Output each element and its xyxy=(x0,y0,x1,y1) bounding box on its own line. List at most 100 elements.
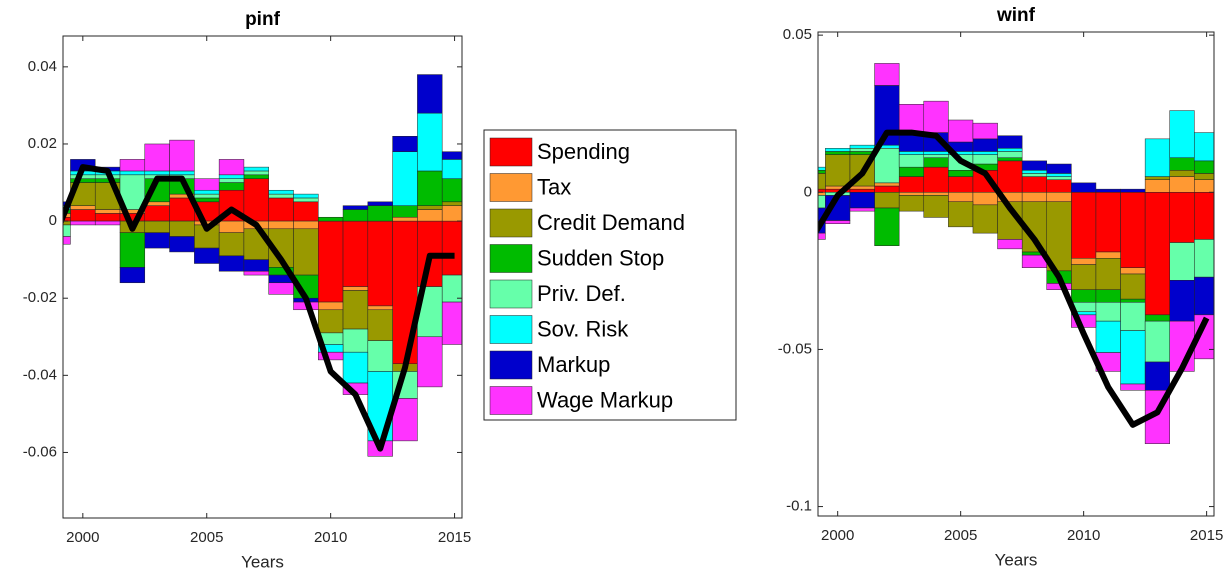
bar-segment xyxy=(923,195,949,218)
x-axis-label: Years xyxy=(241,552,284,571)
bar-segment xyxy=(318,301,344,311)
bar-segment xyxy=(417,336,443,388)
bar-segment xyxy=(1194,160,1214,174)
legend-label: Sov. Risk xyxy=(537,316,629,341)
bar-segment xyxy=(169,220,195,237)
bar-segment xyxy=(1021,176,1047,193)
bar-segment xyxy=(923,100,949,133)
bar-segment xyxy=(243,170,269,176)
bar-segment xyxy=(923,157,949,168)
bar-segment xyxy=(1095,188,1121,193)
y-tick-label: -0.02 xyxy=(23,289,57,306)
y-tick-label: -0.1 xyxy=(786,498,812,515)
bar-segment xyxy=(874,148,900,184)
x-tick-label: 2005 xyxy=(944,527,977,544)
bar-segment xyxy=(1194,179,1214,193)
bar-segment xyxy=(972,154,998,165)
bar-segment xyxy=(948,170,974,177)
y-tick-label: 0 xyxy=(49,212,57,229)
bar-segment xyxy=(1169,170,1195,177)
bar-segment xyxy=(1046,173,1072,177)
bar-segment xyxy=(1046,179,1072,193)
bar-segment xyxy=(825,154,851,187)
bar-segment xyxy=(972,138,998,152)
bar-segment xyxy=(874,182,900,187)
bar-segment xyxy=(1021,173,1047,177)
bar-segment xyxy=(923,166,949,193)
bar-segment xyxy=(948,192,974,202)
bar-segment xyxy=(441,205,462,222)
legend-swatch xyxy=(489,244,533,273)
bar-segment xyxy=(997,151,1023,158)
axes: -0.06 -0.04 -0.02 0 0.02 0.04 2000 2005 2010 2015… xyxy=(23,9,471,571)
bar-segment xyxy=(367,309,393,341)
bar-segment xyxy=(392,216,418,222)
legend-label: Sudden Stop xyxy=(537,245,664,270)
bar-segment xyxy=(169,236,195,253)
bar-segment xyxy=(923,154,949,158)
bar-segment xyxy=(1021,192,1047,202)
bar-segment xyxy=(1194,173,1214,180)
x-tick-label: 2010 xyxy=(1067,527,1100,544)
bar-segment xyxy=(441,220,462,276)
bar-segment xyxy=(417,205,443,210)
axes-box xyxy=(817,31,1215,517)
chart-title: winf xyxy=(996,5,1036,26)
bar-segment xyxy=(194,189,220,195)
bar-segment xyxy=(417,74,443,114)
bar-segment xyxy=(1046,176,1072,180)
bar-segment xyxy=(218,178,245,183)
bar-segment xyxy=(342,209,369,222)
axes: -0.1 -0.05 0 0.05 2000 2005 2010 2015 winf Years xyxy=(778,5,1224,569)
bar-segment xyxy=(1095,192,1121,253)
bar-segment xyxy=(194,178,220,191)
bar-segment xyxy=(1169,157,1195,171)
bar-segment xyxy=(972,122,998,140)
legend-label: Spending xyxy=(537,139,630,164)
bar-segment xyxy=(898,176,925,193)
axes-box xyxy=(62,35,463,519)
legend-label: Markup xyxy=(537,352,610,377)
bar-segment xyxy=(293,193,319,199)
bar-segment xyxy=(119,159,146,172)
bar-segment xyxy=(367,220,393,307)
bar-segment xyxy=(1095,251,1121,259)
bar-segment xyxy=(218,182,245,191)
y-tick-label: 0 xyxy=(804,183,812,200)
bar-segment xyxy=(1194,192,1214,240)
bar-segment xyxy=(818,166,826,171)
bar-segment xyxy=(94,213,121,222)
bar-segment xyxy=(849,185,875,190)
bar-segment xyxy=(997,135,1023,149)
y-tick-label: -0.04 xyxy=(23,366,57,383)
bar-segment xyxy=(268,193,294,199)
bar-segment xyxy=(268,189,294,195)
bar-segment xyxy=(1169,280,1195,322)
bar-segment xyxy=(318,309,344,334)
x-tick-label: 2015 xyxy=(1190,527,1223,544)
legend-label: Credit Demand xyxy=(537,210,685,235)
bar-segment xyxy=(818,170,826,174)
bar-segment xyxy=(1120,192,1146,268)
bar-segment xyxy=(441,201,462,206)
bar-segment xyxy=(342,328,369,353)
bar-segment xyxy=(1120,383,1146,391)
bar-segment xyxy=(367,205,393,222)
bar-segment xyxy=(441,274,462,303)
bar-segment xyxy=(1144,314,1170,322)
bar-segment xyxy=(367,340,393,372)
bar-segment xyxy=(997,239,1023,250)
bar-segment xyxy=(144,220,170,233)
y-tick-label: 0.02 xyxy=(28,135,57,152)
bar-segment xyxy=(392,136,418,152)
x-tick-label: 2000 xyxy=(821,527,854,544)
bar-segment xyxy=(119,232,146,268)
bar-segment xyxy=(997,157,1023,162)
line xyxy=(63,164,455,452)
bar-segment xyxy=(849,148,875,152)
bar-segment xyxy=(818,232,826,240)
bar-segment xyxy=(194,247,220,264)
bar-segment xyxy=(342,286,369,291)
bar-segment xyxy=(1144,179,1170,193)
